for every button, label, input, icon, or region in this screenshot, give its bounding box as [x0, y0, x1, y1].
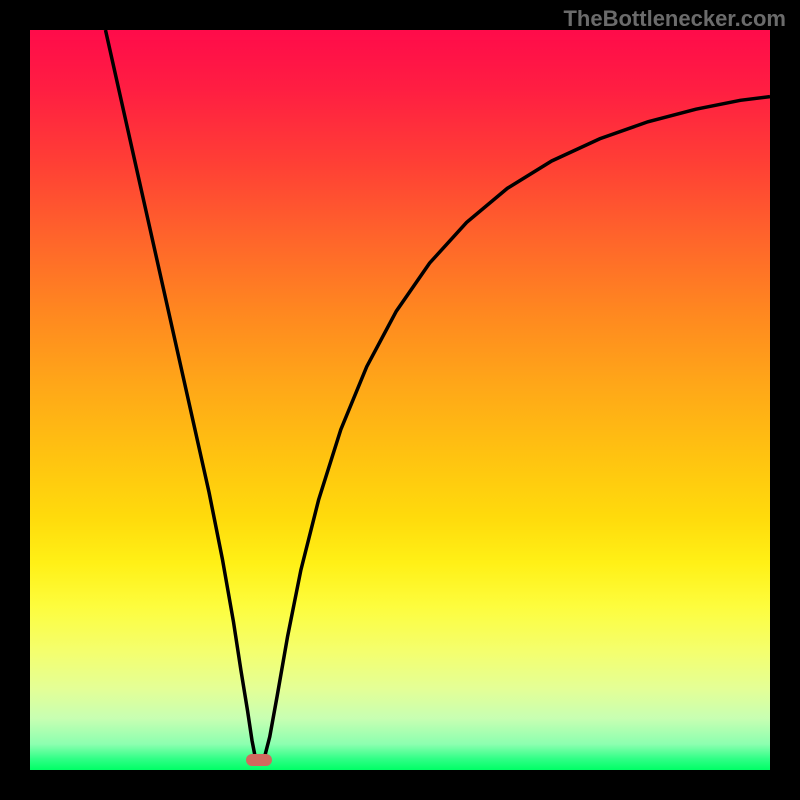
watermark-text: TheBottlenecker.com — [563, 6, 786, 32]
optimum-marker — [246, 754, 272, 766]
bottleneck-curve — [0, 0, 800, 800]
curve-left-branch — [105, 30, 255, 760]
chart-root: TheBottlenecker.com — [0, 0, 800, 800]
curve-right-branch — [264, 97, 770, 760]
